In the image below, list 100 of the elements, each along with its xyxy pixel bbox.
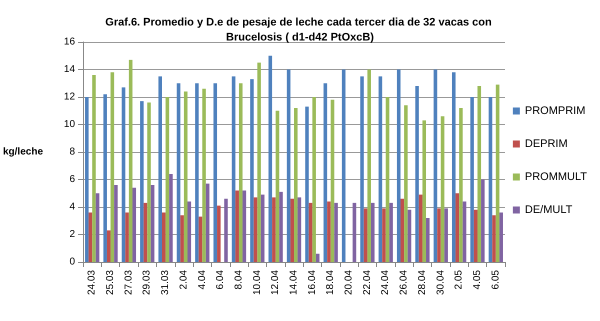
bar (330, 100, 334, 262)
bar (312, 97, 316, 262)
legend-label: DE/MULT (524, 204, 573, 216)
bar (232, 76, 236, 262)
bar (294, 108, 298, 262)
legend-label: PROMMULT (524, 171, 588, 183)
bar (217, 206, 221, 262)
bar (235, 190, 239, 262)
bar (324, 83, 328, 262)
bar (85, 97, 89, 262)
bar (440, 116, 444, 262)
bar (434, 70, 438, 262)
bar (158, 76, 162, 262)
bar (140, 101, 144, 262)
bar (308, 202, 312, 262)
x-tick-label: 2.04 (178, 270, 190, 290)
bar (400, 198, 404, 262)
bar (386, 97, 390, 262)
bar (370, 202, 375, 262)
bar (352, 202, 356, 262)
x-tick-label: 14.04 (288, 270, 300, 296)
bar (481, 180, 485, 262)
x-tick-label: 25.03 (105, 270, 116, 296)
bar (378, 76, 382, 262)
bar (260, 194, 264, 262)
bar (180, 215, 184, 262)
bar (162, 212, 166, 262)
bar (382, 208, 386, 262)
bar (334, 202, 338, 262)
bar (298, 197, 302, 262)
bar (286, 70, 290, 262)
bar (459, 108, 463, 262)
bar (418, 194, 422, 262)
bar (364, 208, 368, 262)
bar (125, 212, 129, 262)
x-tick-label: 24.04 (380, 270, 392, 296)
bar (492, 215, 496, 262)
bar (422, 120, 426, 262)
bar (396, 70, 401, 262)
bar (88, 212, 92, 262)
bar (110, 72, 114, 262)
bar (206, 184, 210, 262)
x-tick-label: 12.04 (270, 270, 282, 296)
x-tick-label: 4.04 (196, 270, 208, 290)
legend-label: PROMPRIM (524, 105, 586, 117)
bar (268, 56, 272, 262)
x-tick-label: 4.05 (472, 270, 483, 290)
legend-label: DEPRIM (524, 138, 568, 150)
bar (437, 208, 441, 262)
bar (327, 202, 331, 262)
bar (213, 83, 218, 262)
y-tick-label: 12 (64, 92, 76, 102)
bar (150, 185, 154, 262)
bar (176, 83, 180, 262)
chart-title: Graf.6. Promedio y D.e de pesaje de leche cada tercer dia de 32 vacas con Brucelosis ( d1-d42 PtOxcB) (105, 16, 495, 44)
x-tick-label: 18.04 (325, 270, 336, 296)
bar (408, 210, 412, 262)
bar (499, 212, 503, 262)
bar (488, 97, 492, 262)
x-tick-label: 24.03 (86, 270, 98, 296)
bar (462, 202, 466, 262)
y-tick-label: 14 (64, 64, 76, 75)
y-tick-label: 10 (64, 119, 76, 130)
y-tick-label: 8 (69, 146, 76, 158)
x-tick-label: 20.04 (344, 270, 355, 296)
bar (242, 190, 246, 262)
bar (279, 192, 283, 262)
x-tick-label: 16.04 (306, 270, 318, 296)
x-tick-label: 2.05 (454, 270, 465, 290)
bar (496, 84, 500, 262)
bar (166, 97, 170, 262)
bar (144, 202, 148, 262)
x-tick-label: 31.03 (160, 270, 172, 296)
bar (305, 106, 309, 262)
bar (198, 216, 202, 262)
x-tick-label: 29.03 (142, 270, 153, 296)
bar (122, 87, 126, 262)
bar (272, 197, 276, 262)
x-tick-label: 28.04 (416, 270, 428, 296)
bar (389, 202, 393, 262)
bar (103, 94, 107, 262)
x-tick-label: 6.04 (215, 270, 226, 290)
bar (250, 79, 254, 262)
bar (106, 230, 111, 262)
bar (452, 72, 456, 262)
bar (184, 92, 188, 262)
bar (224, 198, 228, 262)
x-tick-label: 6.05 (490, 270, 502, 290)
y-tick-label: 4 (69, 202, 76, 212)
bar (195, 83, 199, 262)
bar (128, 60, 132, 262)
y-axis-title: kg/leche (2, 146, 44, 158)
bar (169, 174, 173, 262)
bar (202, 88, 206, 262)
bar (132, 188, 136, 262)
bar (404, 105, 408, 262)
bar (477, 86, 482, 262)
bar (147, 102, 151, 262)
bar (257, 62, 261, 262)
bar (426, 218, 430, 262)
